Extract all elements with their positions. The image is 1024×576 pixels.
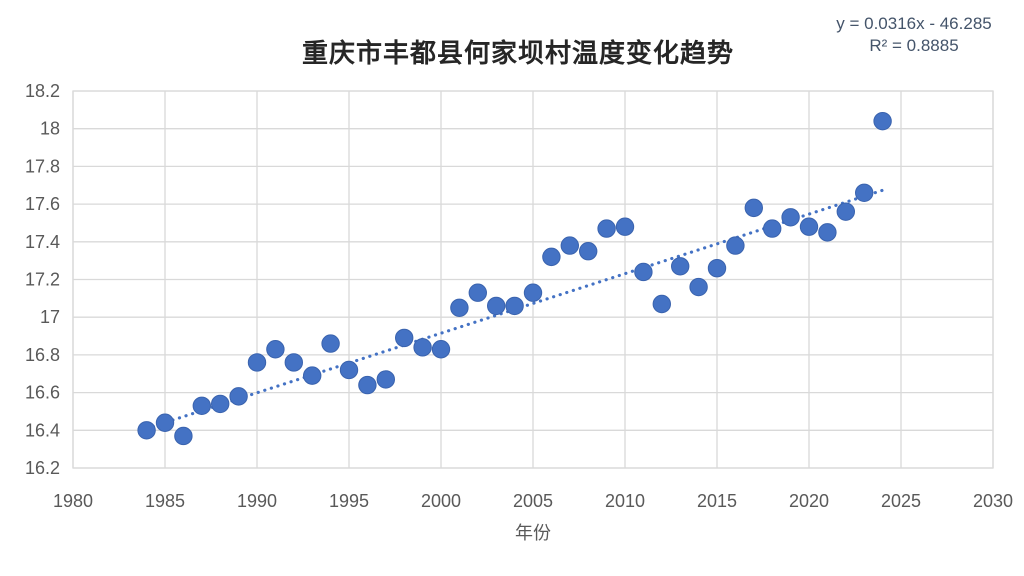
y-tick-label: 18 [40,119,60,139]
y-tick-label: 16.8 [25,345,60,365]
data-point [855,183,874,202]
r-squared-value: R² = 0.8885 [869,36,959,55]
chart-title: 重庆市丰都县何家坝村温度变化趋势 [301,38,734,68]
data-point [192,396,212,415]
y-tick-label: 17.4 [25,232,60,252]
x-axis-title: 年份 [515,523,551,543]
data-point [634,262,653,282]
data-point [781,208,800,227]
x-tick-label: 2015 [697,491,737,511]
data-point [542,247,561,267]
data-point [284,353,303,372]
y-tick-label: 16.6 [25,383,60,403]
data-point [671,257,690,276]
data-point [174,426,193,446]
x-tick-label: 1980 [53,491,93,511]
data-point [413,338,432,357]
data-point [468,283,487,302]
data-point [431,340,451,359]
plot-area-border [72,90,994,469]
y-tick-label: 16.4 [25,420,60,440]
data-point [763,219,782,238]
trendline-equation: y = 0.0316x - 46.285 [836,14,992,33]
data-point [266,340,285,359]
x-tick-label: 2030 [973,491,1013,511]
x-tick-label: 2000 [421,491,461,511]
y-tick-label: 17.8 [25,156,60,176]
x-tick-label: 1995 [329,491,369,511]
data-point [137,421,156,440]
data-point [339,360,359,380]
data-point [247,353,267,372]
y-tick-label: 16.2 [25,458,60,478]
data-point [799,217,819,236]
data-point [836,202,855,221]
data-point [303,366,322,385]
x-tick-label: 2005 [513,491,553,511]
y-tick-label: 18.2 [25,81,60,101]
data-point [579,242,598,261]
data-point [395,328,414,348]
data-point [818,223,837,242]
data-point [597,219,616,238]
x-tick-label: 1985 [145,491,185,511]
data-point [321,334,340,353]
y-tick-label: 17.2 [25,270,60,290]
data-point [707,258,727,278]
data-point [652,294,671,314]
data-point [358,375,377,395]
data-point [229,387,248,406]
data-point [523,283,543,302]
x-tick-label: 2025 [881,491,921,511]
data-point [689,277,708,297]
y-tick-label: 17.6 [25,194,60,214]
data-point [560,236,579,255]
data-point [615,217,635,236]
data-point [726,236,745,255]
x-tick-label: 2020 [789,491,829,511]
data-point [376,370,395,389]
data-point [744,198,763,218]
data-point [155,413,175,432]
x-tick-label: 2010 [605,491,645,511]
data-point [873,111,892,131]
trendline-label: y = 0.0316x - 46.285 R² = 0.8885 [814,13,1014,57]
data-point [450,298,469,317]
data-point [487,296,506,316]
x-tick-label: 1990 [237,491,277,511]
data-point [505,296,524,316]
y-tick-label: 17 [40,307,60,327]
data-point [211,394,230,414]
